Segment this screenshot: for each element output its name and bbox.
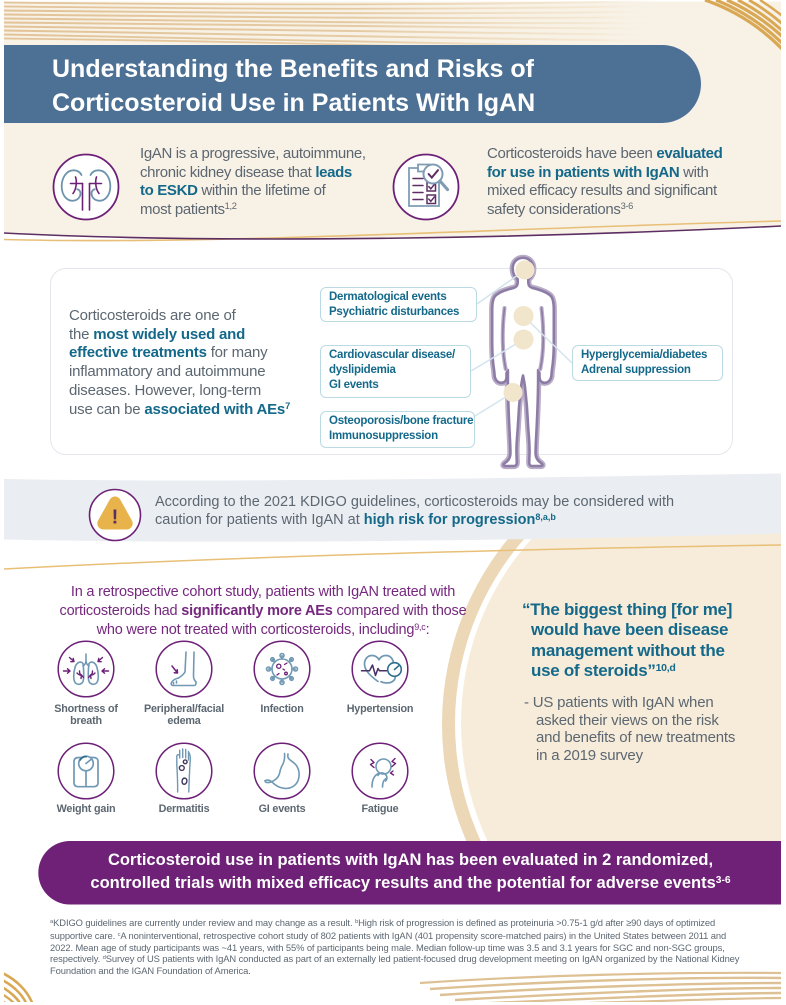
svg-text:!: ! — [112, 507, 119, 529]
